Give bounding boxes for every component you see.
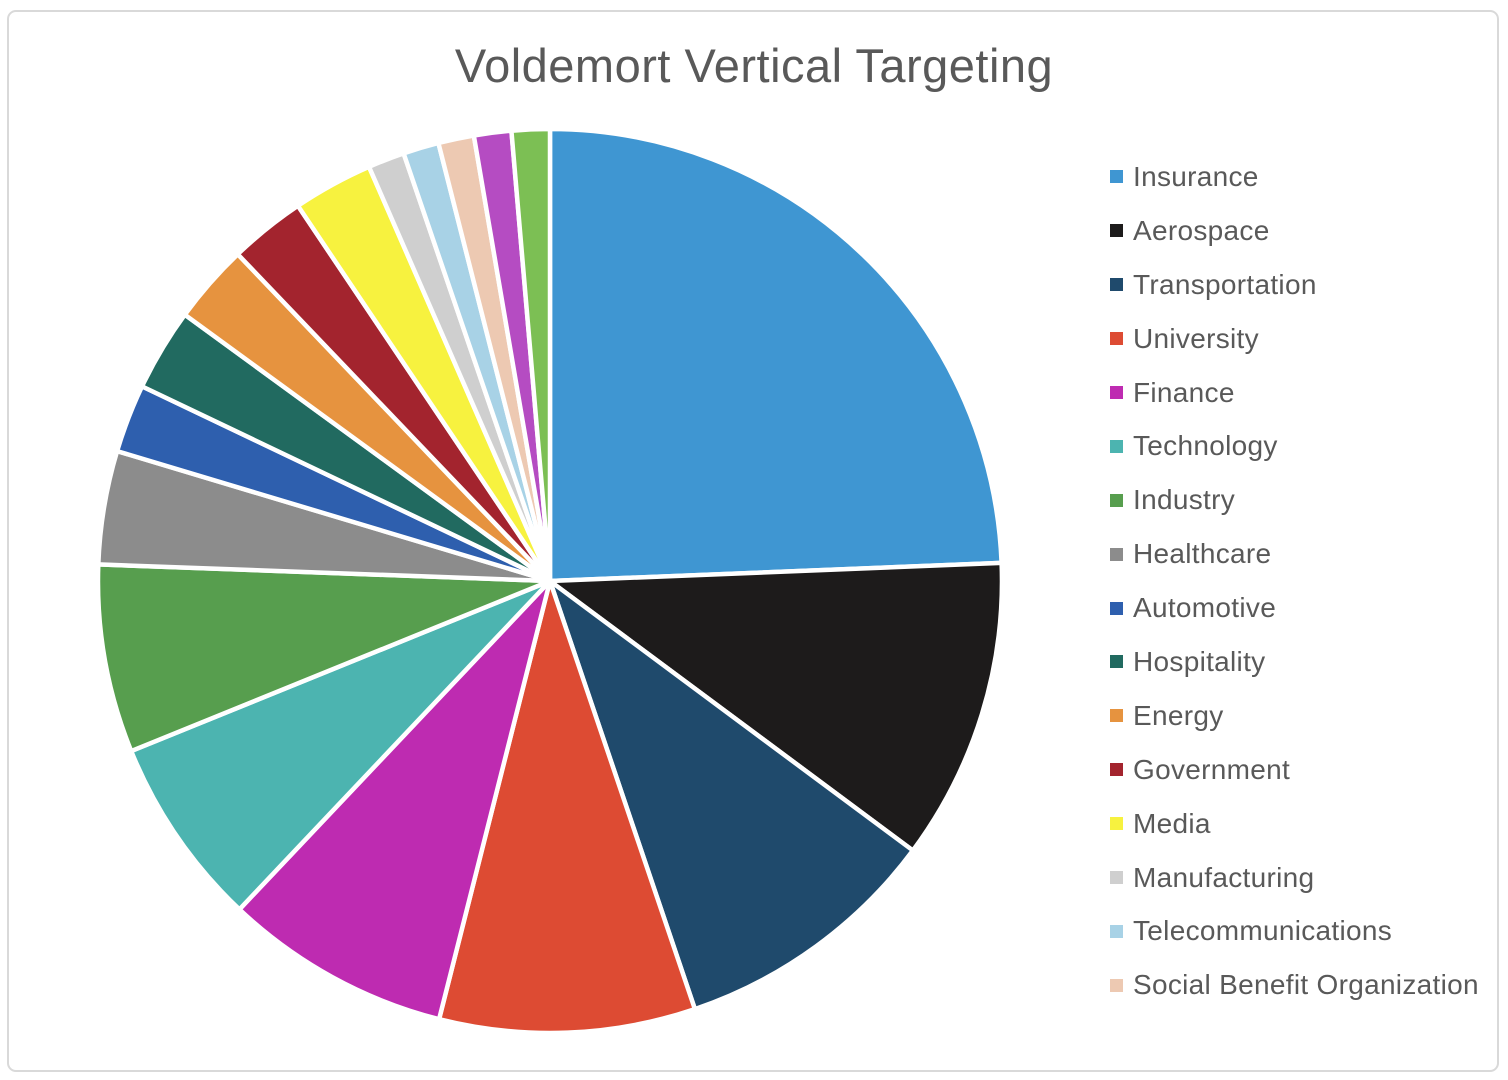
legend-item-insurance: Insurance: [1110, 150, 1479, 204]
legend-label: University: [1133, 322, 1259, 354]
legend-item-technology: Technology: [1110, 419, 1479, 473]
legend-label: Media: [1133, 807, 1211, 839]
legend-label: Finance: [1133, 376, 1235, 408]
legend-item-finance: Finance: [1110, 366, 1479, 420]
legend-swatch-icon: [1110, 871, 1123, 885]
legend-label: Manufacturing: [1133, 861, 1315, 893]
pie-slice-industry: [95, 562, 553, 754]
legend-swatch-icon: [1110, 655, 1123, 669]
legend-label: Telecommunications: [1133, 915, 1393, 947]
legend-label: Energy: [1133, 699, 1224, 731]
pie-slices: [95, 126, 1005, 1036]
legend-item-government: Government: [1110, 743, 1479, 797]
legend-item-healthcare: Healthcare: [1110, 527, 1479, 581]
legend-item-university: University: [1110, 312, 1479, 366]
legend-label: Transportation: [1133, 268, 1317, 300]
legend-label: Healthcare: [1133, 538, 1272, 570]
legend-swatch-icon: [1110, 439, 1123, 453]
legend-item-industry: Industry: [1110, 473, 1479, 527]
pie-slice-finance: [237, 578, 553, 1022]
legend-swatch-icon: [1110, 547, 1123, 561]
legend-swatch-icon: [1110, 224, 1123, 238]
pie-slice-transportation: [547, 578, 916, 1012]
legend-label: Government: [1133, 753, 1291, 785]
legend-item-hospitality: Hospitality: [1110, 635, 1479, 689]
pie-slice-university: [436, 578, 698, 1036]
legend-label: Hospitality: [1133, 645, 1266, 677]
legend-swatch-icon: [1110, 978, 1123, 992]
pie-slice-unlabeled-18: [509, 126, 553, 584]
legend-label: Technology: [1133, 430, 1278, 462]
legend-swatch-icon: [1110, 278, 1123, 292]
pie-slice-aerospace: [547, 560, 1005, 853]
legend-item-automotive: Automotive: [1110, 581, 1479, 635]
pie-slice-insurance: [547, 126, 1004, 584]
legend-item-aerospace: Aerospace: [1110, 204, 1479, 258]
legend-swatch-icon: [1110, 170, 1123, 184]
legend-item-energy: Energy: [1110, 689, 1479, 743]
legend-swatch-icon: [1110, 709, 1123, 723]
legend-label: Industry: [1133, 484, 1235, 516]
legend-swatch-icon: [1110, 493, 1123, 507]
legend-item-social-benefit-organization: Social Benefit Organization: [1110, 958, 1479, 1012]
legend-swatch-icon: [1110, 386, 1123, 399]
legend-item-manufacturing: Manufacturing: [1110, 851, 1479, 905]
legend-label: Automotive: [1133, 592, 1277, 624]
legend-swatch-icon: [1110, 601, 1123, 615]
legend-label: Aerospace: [1133, 214, 1270, 246]
legend-item-transportation: Transportation: [1110, 258, 1479, 312]
legend-label: Social Benefit Organization: [1133, 969, 1479, 1001]
pie-slice-technology: [128, 578, 553, 912]
chart-title: Voldemort Vertical Targeting: [454, 39, 1054, 92]
legend-swatch-icon: [1110, 763, 1123, 777]
legend-swatch-icon: [1110, 817, 1123, 831]
legend-swatch-icon: [1110, 332, 1123, 346]
legend-swatch-icon: [1110, 924, 1123, 938]
legend: Insurance Aerospace Transportation Universi…: [1110, 150, 1479, 1012]
legend-item-telecommunications: Telecommunications: [1110, 904, 1479, 958]
legend-label: Insurance: [1133, 160, 1259, 192]
legend-item-media: Media: [1110, 797, 1479, 851]
